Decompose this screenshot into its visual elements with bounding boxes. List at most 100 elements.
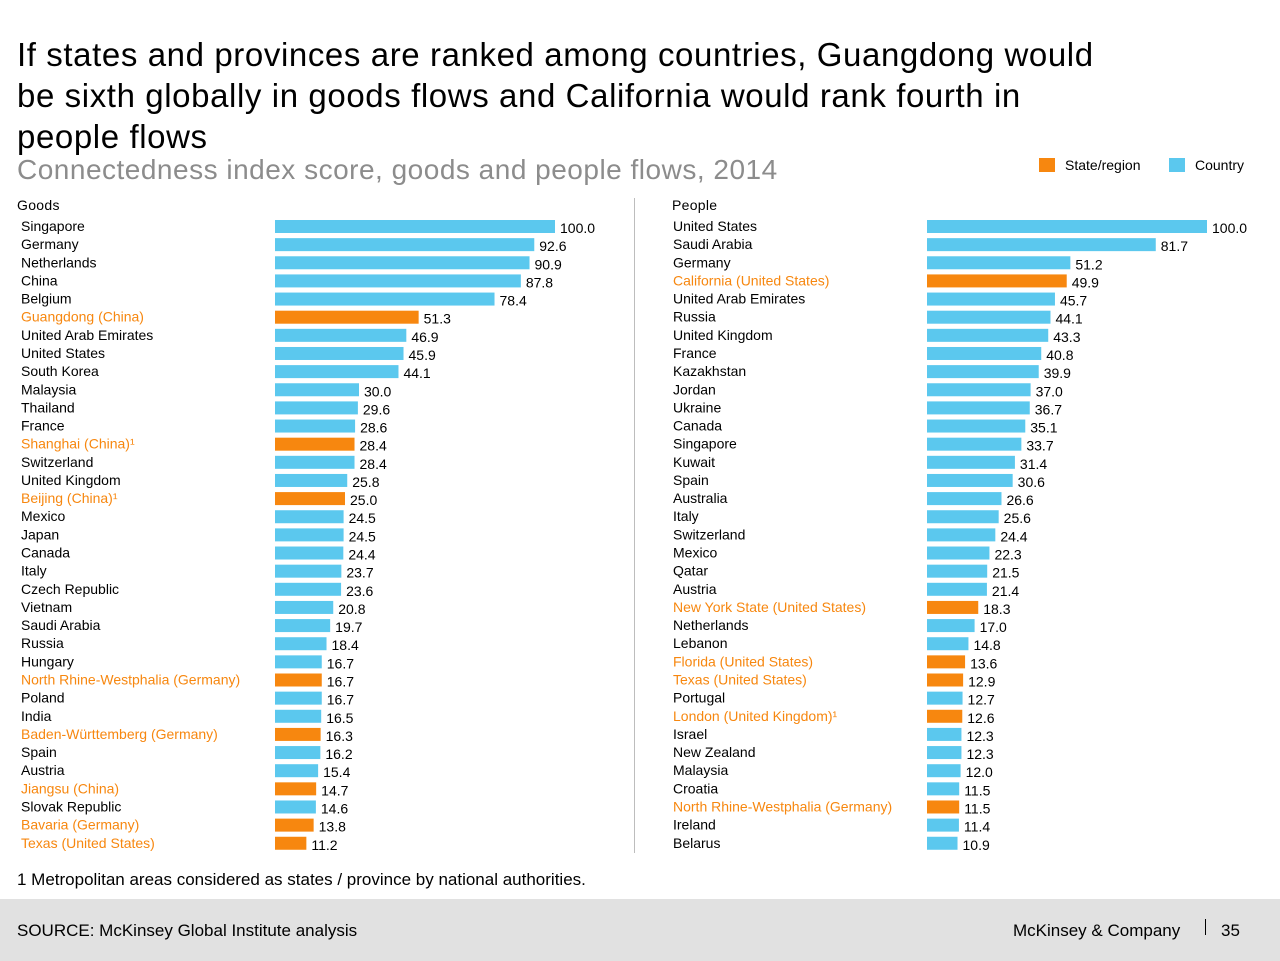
slide-title: If states and provinces are ranked among…	[17, 36, 1094, 155]
goods-row-label: Texas (United States)	[21, 835, 155, 851]
people-bar-value: 25.6	[1004, 510, 1031, 526]
people-bar	[927, 600, 979, 614]
goods-bar-value: 92.6	[539, 238, 566, 254]
goods-bar	[275, 800, 316, 814]
goods-row-label: Beijing (China)¹	[21, 490, 118, 506]
goods-bar	[275, 401, 358, 415]
people-row-label: Netherlands	[673, 617, 749, 633]
goods-bar-value: 23.7	[346, 565, 373, 581]
people-bar-value: 11.5	[964, 800, 990, 816]
people-bar	[927, 637, 969, 651]
people-bar	[927, 328, 1049, 342]
people-bar	[927, 437, 1022, 451]
goods-row-label: Slovak Republic	[21, 798, 121, 814]
page-number: 35	[1221, 921, 1240, 940]
source-note: SOURCE: McKinsey Global Institute analys…	[17, 921, 358, 940]
legend-state-label: State/region	[1065, 157, 1141, 173]
people-bar	[927, 655, 966, 669]
slide-subtitle: Connectedness index score, goods and peo…	[17, 154, 778, 185]
people-bar	[927, 274, 1067, 288]
goods-bar-value: 18.4	[332, 637, 359, 653]
goods-bar-value: 16.5	[326, 710, 353, 726]
goods-bar-value: 90.9	[535, 256, 562, 272]
people-bar-value: 35.1	[1030, 420, 1057, 436]
people-row-label: United Arab Emirates	[673, 291, 805, 307]
people-bar	[927, 836, 958, 850]
goods-row-label: Jiangsu (China)	[21, 780, 119, 796]
goods-row-label: Mexico	[21, 508, 66, 524]
goods-bar	[275, 492, 345, 506]
people-bar	[927, 510, 999, 524]
goods-row-label: Japan	[21, 526, 59, 542]
people-bar	[927, 492, 1002, 506]
goods-row-label: Vietnam	[21, 599, 72, 615]
goods-bar-value: 45.9	[409, 347, 436, 363]
footer-band	[0, 899, 1280, 961]
goods-bar	[275, 510, 344, 524]
people-row-label: Saudi Arabia	[673, 236, 753, 252]
people-bar	[927, 818, 959, 832]
goods-bar-value: 14.6	[321, 800, 348, 816]
goods-bar-value: 25.0	[350, 492, 377, 508]
people-bar	[927, 800, 960, 814]
goods-bar-value: 44.1	[403, 365, 430, 381]
goods-bar	[275, 746, 321, 760]
goods-bar-value: 16.3	[326, 728, 353, 744]
people-bar-value: 12.0	[966, 764, 993, 780]
goods-bar	[275, 528, 344, 542]
people-bar-value: 10.9	[963, 837, 990, 853]
people-bar-value: 33.7	[1026, 438, 1053, 454]
goods-bar	[275, 310, 419, 324]
goods-row-label: Canada	[21, 545, 70, 561]
people-bar	[927, 546, 990, 560]
goods-bar-value: 19.7	[335, 619, 362, 635]
people-bar-value: 100.0	[1212, 220, 1247, 236]
people-bar-value: 81.7	[1161, 238, 1188, 254]
goods-bar	[275, 619, 331, 633]
people-bar	[927, 619, 975, 633]
people-bar	[927, 346, 1042, 360]
people-row-label: Mexico	[673, 545, 718, 561]
goods-bar-value: 87.8	[526, 274, 553, 290]
people-row-label: North Rhine-Westphalia (Germany)	[673, 798, 892, 814]
goods-bar-value: 24.5	[349, 510, 376, 526]
people-bar-value: 12.7	[968, 692, 995, 708]
goods-row-label: Shanghai (China)¹	[21, 436, 135, 452]
goods-bar	[275, 582, 342, 596]
goods-row-label: Belgium	[21, 291, 72, 307]
people-bar-value: 14.8	[973, 637, 1000, 653]
goods-bar	[275, 220, 555, 233]
people-row-label: Australia	[673, 490, 728, 506]
brand-name: McKinsey & Company	[1013, 921, 1181, 940]
goods-row-label: Italy	[21, 563, 47, 579]
goods-row-label: Guangdong (China)	[21, 309, 144, 325]
people-bar-value: 21.5	[992, 565, 1019, 581]
people-bar-value: 36.7	[1035, 401, 1062, 417]
goods-bar	[275, 600, 334, 614]
legend-country-label: Country	[1195, 157, 1245, 173]
panel-divider	[634, 198, 635, 853]
goods-bar-value: 51.3	[424, 311, 451, 327]
goods-bar	[275, 546, 344, 560]
people-bar-value: 17.0	[980, 619, 1007, 635]
goods-row-label: Germany	[21, 236, 79, 252]
people-row-label: Portugal	[673, 690, 725, 706]
goods-row-label: Thailand	[21, 399, 75, 415]
footnote: 1 Metropolitan areas considered as state…	[17, 870, 586, 889]
goods-bar	[275, 691, 322, 705]
goods-bar	[275, 419, 356, 433]
people-bar	[927, 401, 1030, 415]
goods-row-label: United Arab Emirates	[21, 327, 153, 343]
goods-row-label: Saudi Arabia	[21, 617, 101, 633]
people-bar-value: 13.6	[970, 655, 997, 671]
people-row-label: France	[673, 345, 717, 361]
goods-bar	[275, 764, 319, 778]
people-bar	[927, 238, 1156, 252]
goods-bar-value: 16.2	[325, 746, 352, 762]
legend-state: State/region	[1039, 157, 1141, 173]
people-row-label: Malaysia	[673, 762, 728, 778]
goods-bar-value: 15.4	[323, 764, 350, 780]
goods-bar	[275, 637, 327, 651]
people-row-label: Jordan	[673, 381, 716, 397]
people-bar	[927, 673, 964, 687]
